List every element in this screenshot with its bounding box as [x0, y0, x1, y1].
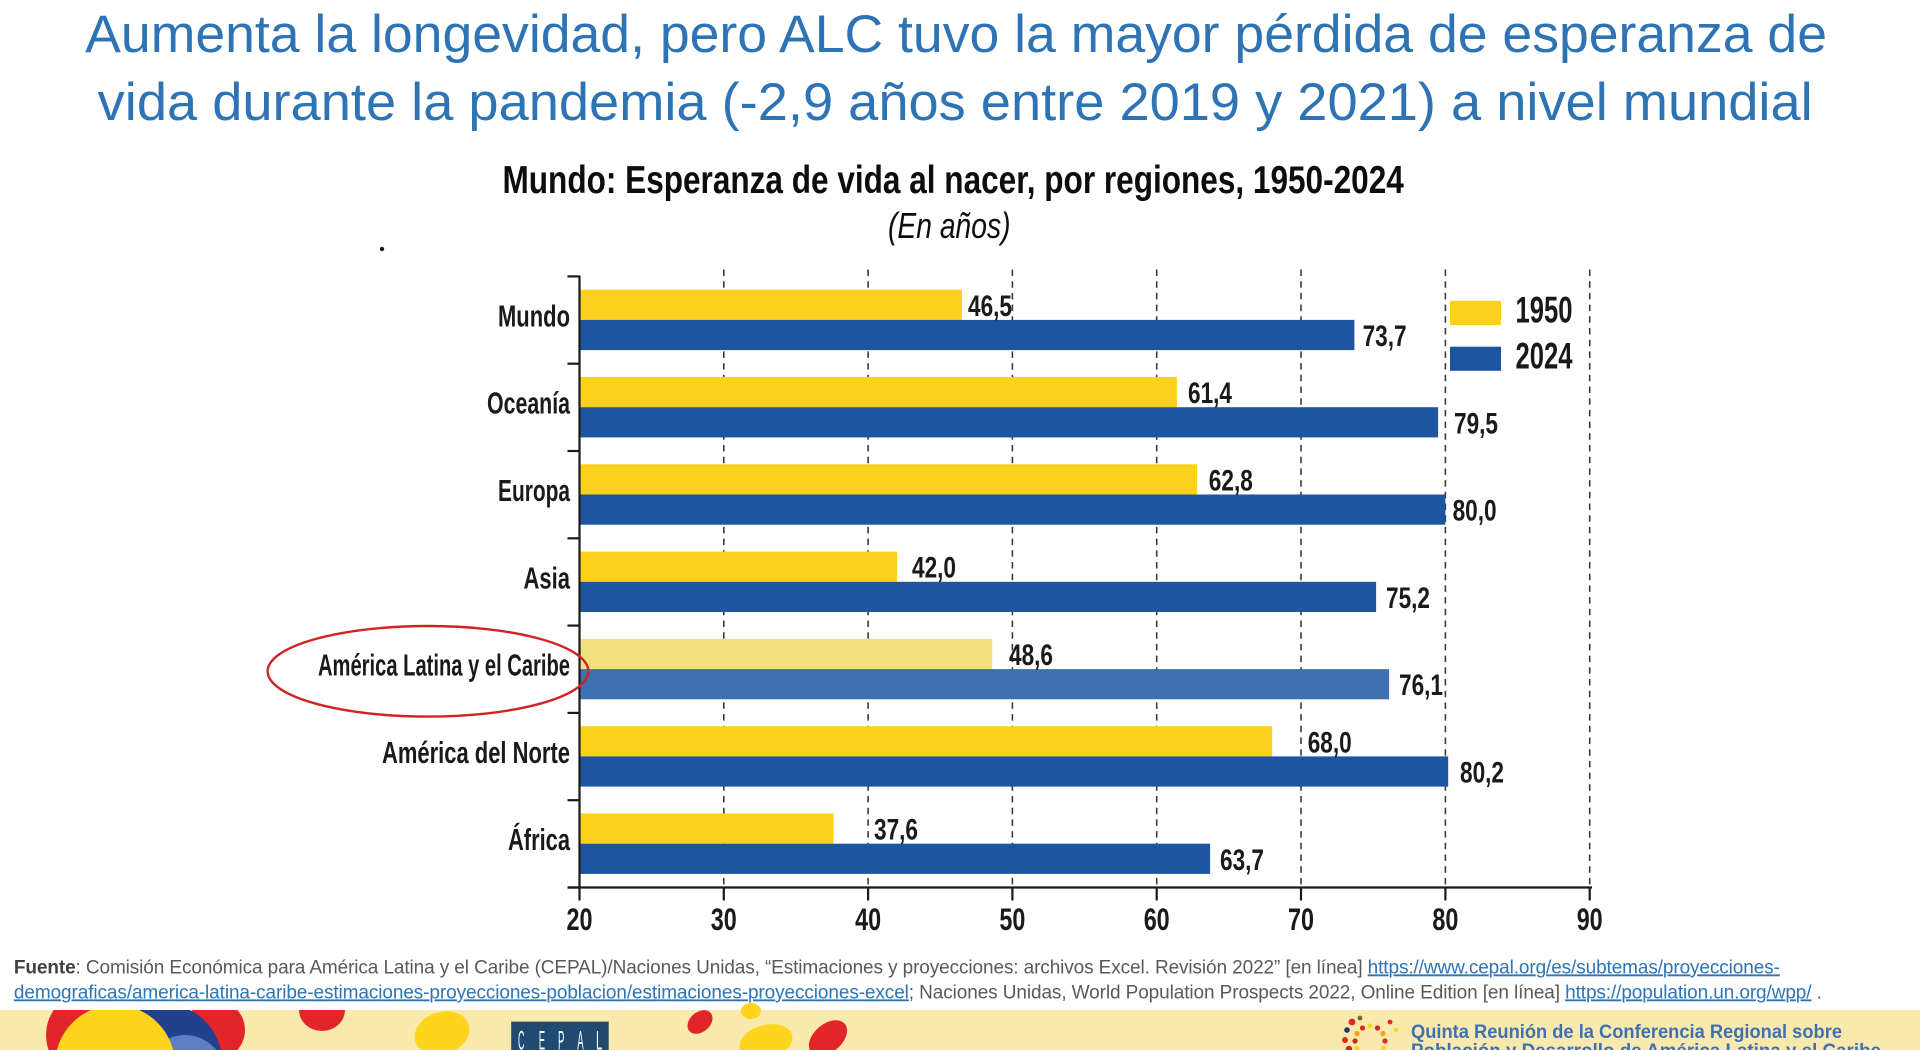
- svg-text:73,7: 73,7: [1363, 320, 1407, 353]
- svg-text:40: 40: [855, 901, 881, 937]
- svg-text:Mundo: Mundo: [498, 299, 570, 333]
- svg-text:Fuente: Comisión Económica par: Fuente: Comisión Económica para América …: [14, 957, 1780, 978]
- svg-text:1950: 1950: [1516, 290, 1573, 331]
- svg-text:A: A: [577, 1025, 583, 1050]
- svg-text:62,8: 62,8: [1209, 464, 1253, 497]
- svg-text:(En años): (En años): [888, 206, 1011, 246]
- svg-text:Aumenta la longevidad, pero AL: Aumenta la longevidad, pero ALC tuvo la …: [85, 5, 1827, 64]
- svg-text:Oceanía: Oceanía: [487, 387, 571, 421]
- svg-text:80,0: 80,0: [1453, 495, 1497, 528]
- svg-text:2024: 2024: [1516, 336, 1573, 377]
- svg-text:C: C: [518, 1025, 524, 1050]
- svg-text:60: 60: [1144, 901, 1170, 937]
- svg-text:30: 30: [711, 901, 737, 937]
- svg-text:90: 90: [1577, 901, 1603, 937]
- svg-text:L: L: [596, 1025, 602, 1050]
- svg-text:79,5: 79,5: [1454, 407, 1498, 440]
- svg-text:E: E: [539, 1025, 545, 1050]
- svg-text:demograficas/america-latina-ca: demograficas/america-latina-caribe-estim…: [14, 982, 1822, 1003]
- svg-text:Población y Desarrollo de Amér: Población y Desarrollo de América Latina…: [1411, 1040, 1881, 1050]
- svg-text:América del Norte: América del Norte: [382, 736, 570, 770]
- svg-text:61,4: 61,4: [1188, 377, 1232, 410]
- svg-text:75,2: 75,2: [1386, 582, 1430, 615]
- svg-text:68,0: 68,0: [1308, 726, 1352, 759]
- svg-text:50: 50: [999, 901, 1025, 937]
- svg-text:37,6: 37,6: [874, 814, 918, 847]
- svg-text:76,1: 76,1: [1399, 669, 1443, 702]
- svg-text:África: África: [508, 822, 571, 857]
- svg-text:Asia: Asia: [524, 561, 571, 595]
- svg-text:63,7: 63,7: [1220, 844, 1264, 877]
- svg-text:20: 20: [567, 901, 593, 937]
- svg-text:48,6: 48,6: [1009, 639, 1053, 672]
- svg-text:vida durante la pandemia (-2,9: vida durante la pandemia (-2,9 años entr…: [98, 73, 1813, 132]
- svg-text:Mundo: Esperanza de vida al na: Mundo: Esperanza de vida al nacer, por r…: [503, 159, 1404, 202]
- svg-text:46,5: 46,5: [968, 290, 1012, 323]
- svg-text:Quinta Reunión de la Conferenc: Quinta Reunión de la Conferencia Regiona…: [1411, 1021, 1842, 1043]
- svg-text:80,2: 80,2: [1460, 757, 1504, 790]
- svg-text:Europa: Europa: [498, 474, 571, 508]
- svg-text:70: 70: [1288, 901, 1314, 937]
- svg-text:América Latina y el Caribe: América Latina y el Caribe: [318, 649, 570, 683]
- svg-text:80: 80: [1432, 901, 1458, 937]
- svg-text:P: P: [558, 1025, 564, 1050]
- svg-text:42,0: 42,0: [912, 552, 956, 585]
